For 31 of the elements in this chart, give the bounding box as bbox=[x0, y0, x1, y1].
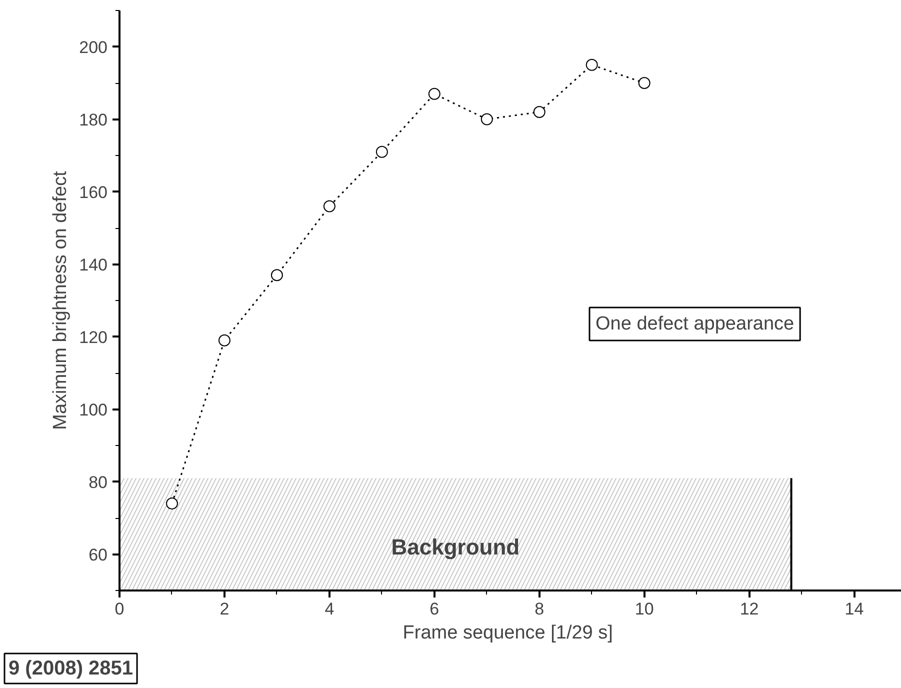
y-tick-label: 160 bbox=[79, 182, 108, 202]
point bbox=[270, 269, 283, 282]
point bbox=[586, 58, 598, 71]
x-tick-label: 4 bbox=[324, 600, 334, 618]
x-tick-label: 6 bbox=[430, 600, 440, 618]
y-tick-label: 60 bbox=[88, 545, 108, 564]
annotation: One defect appearance bbox=[596, 314, 794, 334]
text: 9 (2008) 2851 bbox=[8, 658, 134, 680]
point bbox=[480, 113, 493, 126]
x-tick-label: 2 bbox=[220, 600, 230, 618]
x-axis-title: Frame sequence [1/29 s] bbox=[402, 622, 613, 644]
point bbox=[533, 106, 546, 118]
band-label: Background bbox=[391, 534, 520, 560]
point bbox=[218, 334, 230, 346]
point bbox=[166, 498, 178, 510]
y-tick-label: 100 bbox=[79, 400, 108, 420]
y-tick-label: 200 bbox=[79, 38, 108, 57]
y-tick-label: 180 bbox=[79, 110, 108, 130]
point bbox=[428, 88, 440, 100]
x-tick-label: 12 bbox=[740, 600, 759, 618]
x-tick-label: 14 bbox=[844, 600, 864, 618]
x-tick-label: 0 bbox=[114, 600, 124, 618]
x-tick-label: 8 bbox=[534, 600, 544, 618]
x-tick-label: 10 bbox=[634, 600, 654, 618]
point bbox=[323, 200, 336, 212]
point bbox=[638, 77, 650, 89]
y-tick-label: 120 bbox=[79, 328, 108, 347]
y-axis-title: Maximum brightness on defect bbox=[50, 170, 72, 430]
y-tick-label: 80 bbox=[88, 472, 108, 492]
y-tick-label: 140 bbox=[79, 255, 108, 274]
point bbox=[376, 146, 388, 158]
